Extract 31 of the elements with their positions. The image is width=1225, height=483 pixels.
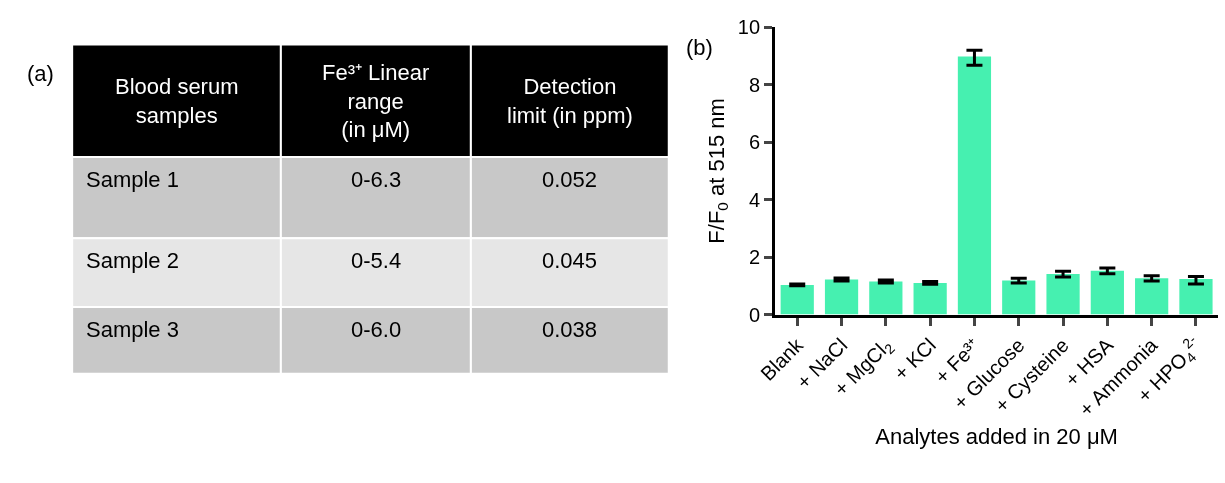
text: (a)	[27, 61, 54, 86]
text: 0-6.0	[351, 317, 402, 342]
bar	[869, 281, 903, 315]
bar	[913, 282, 947, 315]
bar	[1135, 278, 1169, 315]
text: 0-6.3	[351, 167, 402, 192]
bar	[1046, 274, 1080, 315]
bar	[824, 279, 859, 315]
bar	[957, 56, 992, 315]
text: 0.038	[542, 317, 598, 342]
y-tick-label: 8	[748, 73, 761, 96]
y-tick-label: 6	[748, 131, 761, 154]
y-tick-label: 0	[748, 303, 761, 326]
y-tick-label: 2	[748, 246, 761, 269]
chart-title: (b)	[686, 35, 713, 60]
bar	[1090, 270, 1124, 315]
text: 0.045	[542, 248, 598, 273]
text: Fe³⁺ Linear range (in μM)	[322, 60, 430, 143]
bar	[780, 284, 814, 315]
y-tick-label: 4	[748, 188, 761, 211]
text: Blood serum samples	[115, 74, 239, 128]
text: 0.052	[542, 167, 598, 192]
text: Sample 1	[86, 167, 179, 192]
text: Sample 3	[86, 317, 179, 342]
y-tick-label: 10	[737, 16, 761, 39]
x-axis-title: Analytes added in 20 μM	[875, 424, 1118, 450]
text: 0-5.4	[351, 248, 402, 273]
text: Sample 2	[86, 248, 179, 273]
bar	[1179, 278, 1213, 315]
text: Detection limit (in ppm)	[507, 74, 633, 128]
bar	[1002, 280, 1036, 315]
